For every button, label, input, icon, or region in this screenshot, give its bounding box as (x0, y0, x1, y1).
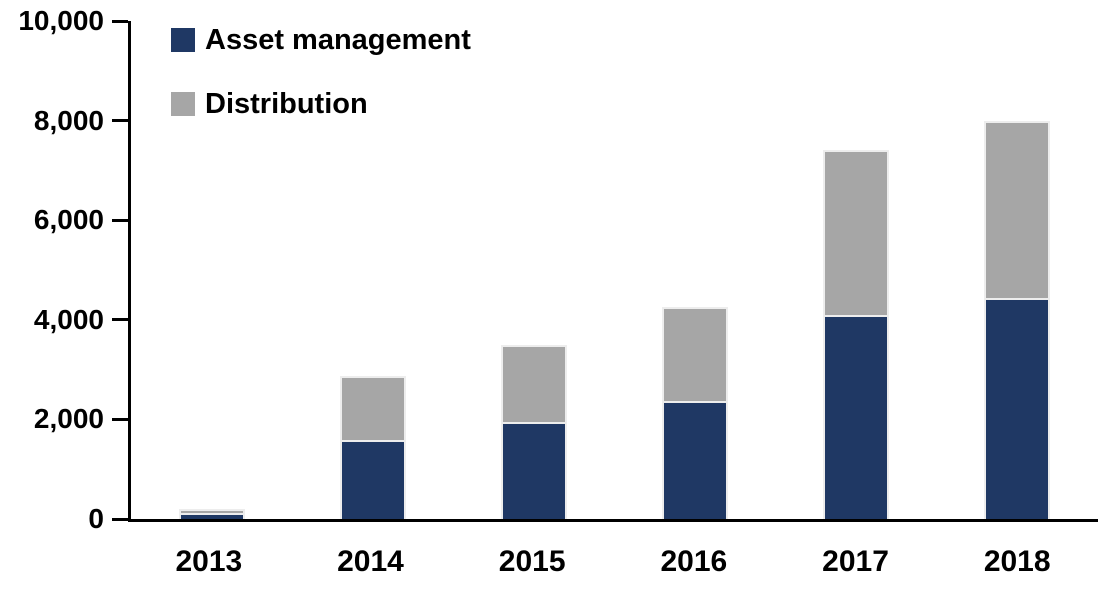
y-tick-label-6-000: 6,000 (33, 204, 104, 236)
y-tick-mark (112, 218, 128, 222)
y-tick-label-4-000: 4,000 (33, 303, 104, 335)
legend-label-distribution: Distribution (205, 87, 368, 120)
bar-segment-asset-management-2016 (662, 403, 729, 519)
legend-swatch-distribution (171, 92, 195, 116)
bar-segment-asset-management-2014 (339, 441, 406, 519)
stacked-bar-2014 (339, 376, 406, 519)
bar-slot-2014 (292, 21, 453, 519)
x-tick-label-2016: 2016 (660, 545, 728, 578)
bar-segment-asset-management-2013 (178, 515, 245, 519)
bars-layer (131, 21, 1098, 519)
bar-segment-distribution-2017 (823, 150, 890, 318)
x-tick-label-2013: 2013 (175, 545, 243, 578)
bar-segment-distribution-2015 (500, 344, 567, 425)
bar-segment-asset-management-2015 (500, 424, 567, 519)
bar-segment-asset-management-2017 (823, 317, 890, 519)
legend-item-distribution: Distribution (171, 87, 471, 121)
y-tick-label-2-000: 2,000 (33, 403, 104, 435)
legend-item-asset-management: Asset management (171, 23, 471, 57)
x-tick-label-2017: 2017 (822, 545, 889, 578)
x-tick-label-2015: 2015 (498, 545, 566, 578)
plot-area: Asset management Distribution (128, 21, 1098, 522)
y-tick-mark (112, 19, 128, 23)
bar-slot-2018 (937, 21, 1098, 519)
bar-slot-2017 (776, 21, 937, 519)
y-tick-label-10-000: 10,000 (18, 5, 104, 36)
stacked-bar-2013 (178, 509, 245, 519)
y-tick-mark (112, 318, 128, 322)
y-tick-mark (112, 417, 128, 421)
stacked-bar-2018 (984, 120, 1051, 519)
x-tick-label-2014: 2014 (337, 545, 404, 578)
y-tick-label-8-000: 8,000 (33, 104, 104, 136)
y-tick-mark (112, 517, 128, 521)
y-tick-label-0: 0 (88, 503, 104, 534)
bar-segment-distribution-2016 (662, 307, 729, 404)
stacked-bar-2015 (500, 344, 567, 519)
stacked-bar-2017 (823, 150, 890, 519)
x-tick-label-2018: 2018 (983, 545, 1051, 578)
bar-slot-2016 (615, 21, 776, 519)
bar-slot-2015 (453, 21, 614, 519)
legend: Asset management Distribution (171, 23, 471, 151)
y-tick-mark (112, 119, 128, 123)
bar-slot-2013 (131, 21, 292, 519)
bar-segment-asset-management-2018 (984, 299, 1051, 519)
stacked-bar-2016 (662, 307, 729, 519)
legend-swatch-asset-management (171, 28, 195, 52)
bar-segment-distribution-2013 (178, 509, 245, 516)
x-axis-labels: 2013 2014 2015 2016 2017 2018 (128, 545, 1098, 579)
bar-segment-distribution-2014 (339, 376, 406, 442)
bar-segment-distribution-2018 (984, 120, 1051, 300)
legend-label-asset-management: Asset management (205, 23, 471, 56)
